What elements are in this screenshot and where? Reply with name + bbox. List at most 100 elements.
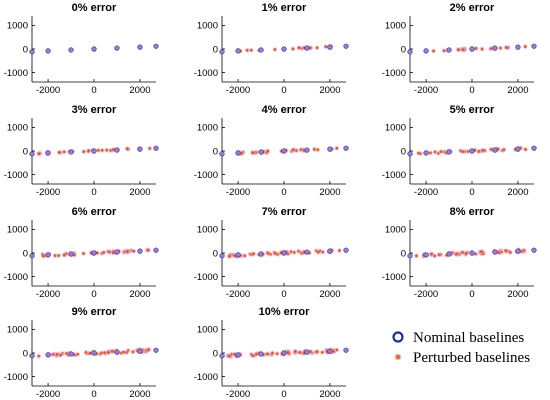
nominal-point	[45, 252, 51, 258]
nominal-point	[423, 252, 429, 258]
perturbed-point	[297, 46, 301, 50]
y-tick-label: 1000	[7, 325, 28, 336]
perturbed-point	[312, 147, 316, 151]
panel-2pct: 2% error 1000 0 -1000 -2000 0 2000	[382, 2, 537, 96]
nominal-point	[68, 47, 74, 53]
y-tick-label: 0	[401, 248, 406, 259]
nominal-point	[68, 149, 74, 155]
nominal-point	[281, 250, 287, 256]
y-tick-label: -1000	[194, 272, 218, 283]
perturbed-point	[106, 351, 110, 355]
nominal-point	[137, 248, 143, 254]
perturbed-point	[335, 348, 339, 352]
nominal-point	[515, 44, 521, 50]
panel-title: 9% error	[72, 306, 117, 318]
perturbed-point	[41, 254, 45, 258]
y-tick-label: 0	[213, 146, 218, 157]
perturbed-point	[273, 251, 277, 256]
nominal-point	[531, 43, 537, 49]
nominal-point	[91, 250, 97, 256]
perturbed-point	[433, 150, 437, 154]
perturbed-point	[37, 354, 41, 358]
x-tick-label: 0	[469, 289, 474, 300]
y-tick-label: 1000	[7, 21, 28, 32]
nominal-point	[235, 352, 241, 358]
nominal-point	[235, 48, 241, 54]
nominal-point	[219, 49, 225, 55]
y-tick-label: 1000	[385, 21, 406, 32]
y-tick-label: -1000	[4, 170, 28, 181]
y-tick-label: -1000	[382, 170, 406, 181]
nominal-point	[469, 148, 475, 154]
perturbed-point	[146, 248, 150, 252]
y-tick-label: 0	[213, 44, 218, 55]
nominal-point	[327, 348, 333, 354]
x-tick-label: 0	[469, 187, 474, 198]
panel-6pct: 6% error 1000 0 -1000 -2000 0 2000	[4, 206, 159, 300]
x-tick-label: 2000	[129, 187, 150, 198]
x-tick-label: 0	[281, 289, 286, 300]
y-tick-label: -1000	[194, 68, 218, 79]
perturbed-point	[62, 253, 66, 257]
y-tick-label: -1000	[382, 68, 406, 79]
perturbed-point	[122, 350, 126, 354]
nominal-point	[91, 46, 97, 52]
nominal-point	[153, 347, 159, 353]
perturbed-point	[523, 44, 527, 49]
perturbed-point	[502, 147, 506, 152]
nominal-point	[407, 151, 413, 157]
nominal-point	[327, 44, 333, 50]
panel-0pct: 0% error 1000 0 -1000 -2000 0 2000	[4, 2, 159, 96]
nominal-point	[531, 247, 537, 253]
perturbed-point	[76, 352, 80, 356]
nominal-point	[219, 353, 225, 359]
nominal-point	[29, 151, 35, 157]
y-tick-label: 0	[23, 146, 28, 157]
x-tick-label: 2000	[319, 187, 340, 198]
panel-title: 0% error	[72, 2, 117, 14]
perturbed-point	[454, 252, 458, 256]
nominal-point	[304, 45, 310, 51]
perturbed-point	[297, 350, 302, 354]
x-tick-label: 0	[91, 389, 96, 400]
perturbed-point	[293, 349, 297, 353]
nominal-point	[446, 47, 452, 53]
perturbed-point	[504, 249, 508, 253]
nominal-point	[219, 151, 225, 157]
legend: Nominal baselines Perturbed baselines	[392, 330, 530, 366]
nominal-point	[258, 251, 264, 257]
perturbed-point	[498, 46, 503, 50]
panel-7pct: 7% error 1000 0 -1000 -2000 0 2000	[194, 206, 349, 300]
x-tick-label: -2000	[226, 187, 250, 198]
perturbed-point	[148, 146, 152, 151]
x-tick-label: -2000	[414, 289, 438, 300]
nominal-point	[45, 48, 51, 54]
nominal-point	[492, 147, 498, 153]
perturbed-point	[481, 148, 485, 152]
nominal-point	[153, 43, 159, 49]
nominal-point	[407, 253, 413, 259]
nominal-point	[515, 146, 521, 152]
perturbed-point	[100, 148, 104, 152]
perturbed-point	[414, 254, 418, 258]
perturbed-point	[416, 151, 421, 155]
perturbed-point	[132, 249, 136, 253]
perturbed-point	[64, 351, 69, 356]
perturbed-point	[275, 352, 279, 356]
nominal-point	[235, 150, 241, 156]
nominal-point	[137, 146, 143, 152]
nominal-point	[492, 45, 498, 51]
perturbed-point	[477, 149, 481, 154]
x-tick-label: 0	[91, 85, 96, 96]
y-tick-label: 1000	[197, 325, 218, 336]
nominal-point	[469, 46, 475, 52]
nominal-point	[45, 150, 51, 156]
y-tick-label: -1000	[4, 68, 28, 79]
legend-nominal-label: Nominal baselines	[413, 330, 524, 346]
nominal-point	[258, 149, 264, 155]
y-tick-label: 0	[23, 348, 28, 359]
perturbed-point	[489, 47, 493, 51]
perturbed-point	[273, 47, 277, 52]
x-tick-label: -2000	[36, 85, 60, 96]
y-tick-label: 1000	[385, 225, 406, 236]
